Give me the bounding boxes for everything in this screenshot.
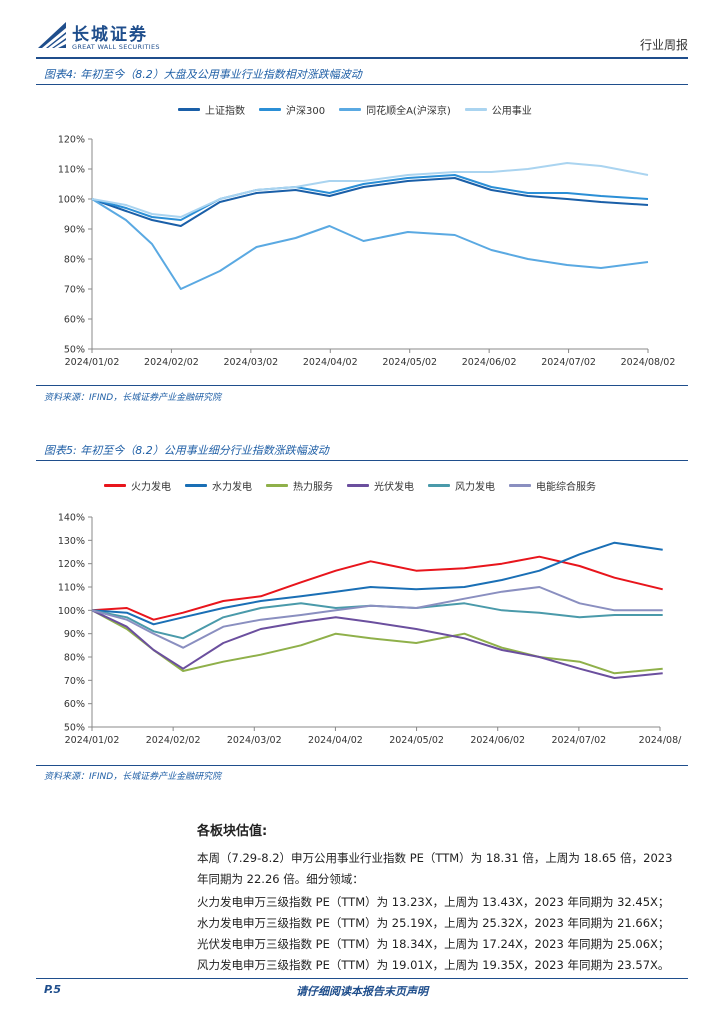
legend-item: 水力发电 — [185, 478, 252, 493]
x-tick-label: 2024/06/02 — [462, 357, 517, 368]
legend-swatch — [178, 108, 200, 111]
x-tick-label: 2024/05/02 — [389, 735, 444, 746]
company-logo: 长城证券 GREAT WALL SECURITIES — [36, 18, 176, 58]
document-type: 行业周报 — [639, 38, 688, 52]
series-line-0 — [91, 177, 649, 227]
legend-swatch — [464, 108, 487, 111]
figure4-source: 资料来源：IFIND，长城证券产业金融研究院 — [44, 393, 222, 403]
legend-swatch — [104, 484, 126, 487]
y-tick-label: 90% — [64, 225, 85, 236]
legend-item: 同花顺全A(沪深京) — [339, 102, 451, 117]
x-tick-label: 2024/03/02 — [227, 735, 282, 746]
legend-item: 电能综合服务 — [509, 478, 596, 493]
x-tick-label: 2024/07/02 — [541, 357, 596, 368]
x-tick-label: 2024/01/02 — [65, 735, 120, 746]
legend-item: 公用事业 — [464, 102, 532, 117]
legend-label: 同花顺全A(沪深京) — [366, 106, 451, 117]
series-line-1 — [91, 541, 663, 626]
series-line-3 — [91, 162, 649, 218]
legend-item: 上证指数 — [178, 102, 245, 117]
legend-label: 沪深300 — [286, 106, 326, 117]
logo-chinese-name: 长城证券 — [72, 25, 148, 45]
x-tick-label: 2024/04/02 — [303, 357, 358, 368]
x-tick-label: 2024/03/02 — [223, 357, 278, 368]
y-tick-label: 110% — [58, 583, 85, 594]
legend-label: 光伏发电 — [374, 482, 414, 493]
header-divider — [36, 57, 688, 59]
y-tick-label: 90% — [64, 629, 85, 640]
figure5-bottom-divider — [36, 765, 688, 766]
valuation-summary-paragraph: 本周（7.29-8.2）申万公用事业行业指数 PE（TTM）为 18.31 倍，… — [197, 851, 673, 886]
y-tick-label: 60% — [64, 315, 85, 326]
y-tick-label: 70% — [64, 285, 85, 296]
legend-swatch — [347, 484, 369, 487]
page-header: 长城证券 GREAT WALL SECURITIES 行业周报 — [36, 14, 688, 58]
legend-label: 上证指数 — [205, 106, 245, 117]
figure4-legend: 上证指数 沪深300 同花顺全A(沪深京) 公用事业 — [178, 102, 532, 117]
legend-label: 电能综合服务 — [536, 482, 596, 493]
figure5-title-divider — [36, 460, 688, 461]
legend-swatch — [259, 108, 281, 111]
legend-item: 火力发电 — [104, 478, 171, 493]
legend-swatch — [185, 484, 207, 487]
y-tick-label: 120% — [58, 135, 85, 146]
legend-item: 沪深300 — [259, 102, 325, 117]
series-line-4 — [91, 602, 663, 640]
figure5-chart: 50% 60% 70% 80% 90% 100% 110% 120% 130% 140% 2024/… — [58, 513, 682, 747]
x-tick-label: 2024/02/02 — [146, 735, 201, 746]
y-tick-label: 80% — [64, 255, 85, 266]
series-line-3 — [91, 609, 663, 679]
great-wall-logo-icon — [38, 22, 66, 48]
y-tick-label: 140% — [58, 513, 85, 524]
legend-label: 公用事业 — [491, 106, 532, 117]
series-line-0 — [91, 555, 663, 621]
legend-label: 水力发电 — [212, 482, 252, 493]
legend-swatch — [428, 484, 450, 487]
y-tick-label: 70% — [64, 676, 85, 687]
series-line-2 — [91, 198, 649, 290]
y-tick-label: 130% — [58, 536, 85, 547]
x-tick-label: 2024/06/02 — [470, 735, 525, 746]
series-line-2 — [91, 609, 663, 675]
legend-swatch — [509, 484, 531, 487]
y-tick-label: 120% — [58, 559, 85, 570]
x-tick-label: 2024/05/02 — [382, 357, 437, 368]
figure5-title: 图表5: 年初至今（8.2）公用事业细分行业指数涨跌幅波动 — [44, 444, 329, 457]
x-tick-label: 2024/02/02 — [144, 357, 199, 368]
y-tick-label: 100% — [58, 195, 85, 206]
figure4-title: 图表4: 年初至今（8.2）大盘及公用事业行业指数相对涨跌幅波动 — [44, 68, 362, 81]
y-tick-label: 110% — [58, 165, 85, 176]
logo-english-name: GREAT WALL SECURITIES — [72, 43, 160, 51]
legend-item: 光伏发电 — [347, 478, 414, 493]
y-tick-label: 100% — [58, 606, 85, 617]
figure4-chart: 50% 60% 70% 80% 90% 100% 110% 120% 2024/01/02 202… — [58, 135, 676, 369]
x-tick-label: 2024/08/02 — [621, 357, 676, 368]
footer-disclaimer: 请仔细阅读本报告末页声明 — [296, 985, 428, 998]
page-number: P.5 — [44, 983, 62, 996]
figure4-title-divider — [36, 84, 688, 85]
y-tick-label: 60% — [64, 699, 85, 710]
legend-swatch — [339, 108, 362, 111]
figure5-legend: 火力发电 水力发电 热力服务 光伏发电 风力发电 电能综合服务 — [104, 478, 596, 493]
legend-label: 风力发电 — [455, 482, 495, 493]
legend-swatch — [266, 484, 288, 487]
footer-divider — [36, 978, 688, 979]
y-tick-label: 50% — [64, 723, 85, 734]
x-tick-label: 2024/07/02 — [551, 735, 606, 746]
y-tick-label: 50% — [64, 345, 85, 356]
series-line-1 — [91, 174, 649, 221]
legend-item: 热力服务 — [266, 478, 333, 493]
x-tick-label: 2024/04/02 — [308, 735, 363, 746]
figure5-source: 资料来源：IFIND，长城证券产业金融研究院 — [44, 772, 222, 782]
figure4-bottom-divider — [36, 385, 688, 386]
valuation-heading: 各板块估值: — [197, 824, 268, 839]
legend-item: 风力发电 — [428, 478, 495, 493]
valuation-detail-paragraph: 火力发电申万三级指数 PE（TTM）为 13.23X，上周为 13.43X，20… — [197, 895, 670, 972]
legend-label: 热力服务 — [293, 482, 333, 493]
x-tick-label: 2024/01/02 — [65, 357, 120, 368]
x-tick-label: 2024/08/ — [639, 735, 682, 746]
legend-label: 火力发电 — [131, 482, 171, 493]
series-line-5 — [91, 586, 663, 649]
y-tick-label: 80% — [64, 653, 85, 664]
